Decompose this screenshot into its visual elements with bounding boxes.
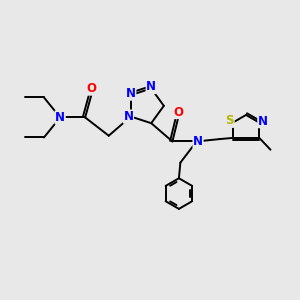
Text: O: O — [87, 82, 97, 95]
Text: N: N — [126, 87, 136, 100]
Text: N: N — [258, 115, 268, 128]
Text: N: N — [55, 111, 65, 124]
Text: N: N — [146, 80, 156, 94]
Text: S: S — [226, 114, 234, 127]
Text: N: N — [193, 135, 203, 148]
Text: O: O — [173, 106, 183, 118]
Text: N: N — [124, 110, 134, 123]
